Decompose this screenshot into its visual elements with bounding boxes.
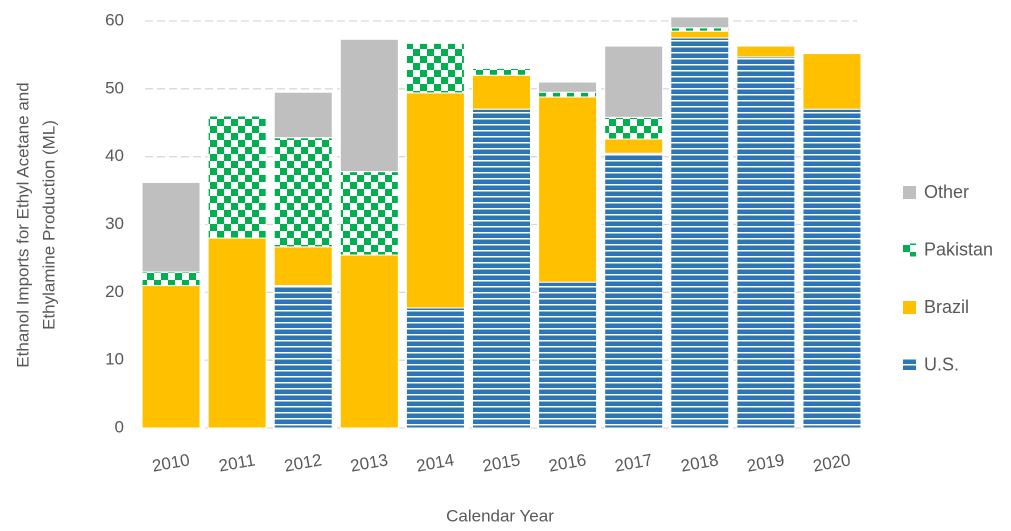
legend-label: Other: [924, 182, 969, 202]
bar-segment: [472, 67, 531, 76]
x-tick-label: 2015: [481, 450, 522, 475]
bar-segment: [273, 137, 333, 248]
bar-segment: [538, 96, 598, 283]
x-tick-label: 2016: [547, 450, 588, 475]
y-tick-label: 50: [105, 78, 124, 97]
bar-segment: [339, 171, 399, 256]
bar-segment: [538, 81, 598, 93]
bar-segment: [604, 138, 664, 154]
legend-swatch: [903, 243, 916, 257]
y-tick-label: 30: [105, 214, 124, 233]
bar-segment: [273, 285, 333, 429]
bar-segment: [405, 307, 465, 429]
bar-segment: [207, 115, 267, 239]
legend-label: Brazil: [924, 297, 969, 317]
x-tick-label: 2013: [349, 450, 390, 475]
bar-segment: [538, 281, 598, 429]
x-axis-title: Calendar Year: [446, 506, 554, 525]
bar-segment: [339, 254, 399, 429]
legend-label: Pakistan: [924, 239, 993, 259]
bar-segment: [670, 30, 730, 39]
y-tick-label: 40: [105, 146, 124, 165]
x-tick-label: 2010: [151, 450, 192, 475]
bar-segment: [141, 285, 201, 429]
bar-segment: [141, 181, 201, 273]
bar-segment: [604, 152, 664, 429]
x-tick-label: 2014: [415, 450, 456, 475]
x-tick-label: 2017: [613, 450, 654, 475]
legend-swatch: [903, 301, 916, 314]
bar-segment: [604, 45, 664, 118]
bar-segment: [472, 108, 531, 429]
x-tick-label: 2019: [745, 450, 786, 475]
bar-segment: [670, 16, 730, 29]
bar-segment: [273, 91, 333, 139]
bar-segment: [141, 271, 201, 287]
bar-segment: [538, 91, 598, 98]
bar-segment: [405, 92, 465, 309]
x-tick-label: 2011: [217, 450, 256, 475]
y-axis-title: Ethanol Imports for Ethyl Acetane and Et…: [13, 82, 58, 367]
y-axis-title-line: Ethylamine Production (ML): [39, 120, 58, 330]
y-tick-label: 60: [105, 10, 124, 29]
x-tick-label: 2018: [679, 450, 720, 475]
y-tick-label: 10: [105, 350, 124, 369]
bar-segment: [670, 27, 730, 32]
legend-swatch: [903, 358, 916, 372]
bar-segment: [339, 38, 399, 173]
bar-segment: [207, 237, 267, 429]
bar-segment: [802, 108, 862, 429]
legend-swatch: [903, 186, 916, 199]
y-tick-label: 20: [105, 282, 124, 301]
x-tick-label: 2020: [812, 450, 853, 475]
x-tick-label: 2012: [283, 450, 324, 475]
bar-segment: [472, 74, 531, 110]
bar-segment: [405, 42, 465, 94]
y-axis-title-line: Ethanol Imports for Ethyl Acetane and: [13, 82, 32, 367]
y-tick-label: 0: [115, 417, 124, 436]
legend-label: U.S.: [924, 354, 959, 374]
bar-segment: [670, 37, 730, 429]
bar-segment: [736, 45, 796, 58]
bar-segment: [802, 53, 862, 110]
bar-segment: [604, 116, 664, 140]
bar-segment: [273, 246, 333, 287]
bar-segment: [736, 56, 796, 429]
